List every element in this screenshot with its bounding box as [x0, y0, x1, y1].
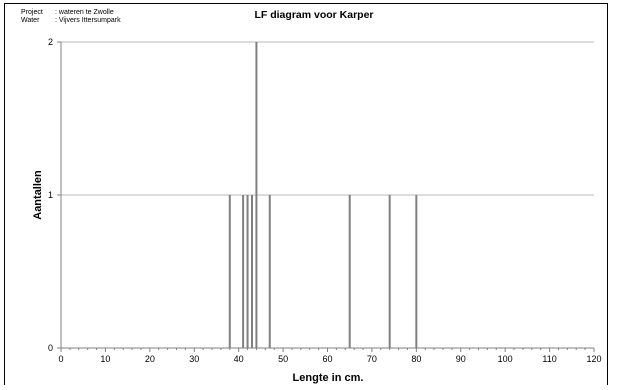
x-tick-label: 70 — [367, 354, 377, 364]
axes — [57, 41, 595, 352]
bar — [255, 42, 258, 348]
bar — [268, 195, 271, 348]
bar — [415, 195, 418, 348]
water-label: Water — [21, 17, 40, 24]
bars — [228, 42, 418, 348]
x-tick-label: 80 — [411, 354, 421, 364]
y-tick-label: 0 — [48, 343, 53, 353]
x-tick-label: 110 — [542, 354, 556, 364]
water-value: : Vijvers Ittersumpark — [55, 17, 121, 24]
tick-labels: 0 10 20 30 40 50 60 70 80 90 100 110 120 0 1 2 — [48, 37, 602, 364]
bar — [228, 195, 231, 348]
x-tick-label: 30 — [189, 354, 199, 364]
x-tick-label: 20 — [145, 354, 155, 364]
x-tick-label: 0 — [58, 354, 63, 364]
x-tick-label: 100 — [498, 354, 513, 364]
y-tick-label: 2 — [48, 37, 53, 47]
x-axis-label: Lengte in cm. — [293, 372, 364, 384]
grid-lines — [61, 41, 594, 196]
bar — [246, 195, 249, 348]
y-tick-label: 1 — [48, 190, 53, 200]
x-tick-label: 50 — [278, 354, 288, 364]
x-tick-label: 40 — [234, 354, 244, 364]
project-value: : wateren te Zwolle — [55, 9, 114, 16]
x-tick-label: 120 — [586, 354, 601, 364]
x-tick-label: 60 — [322, 354, 332, 364]
chart-title: LF diagram voor Karper — [254, 9, 373, 21]
bar — [250, 195, 253, 348]
project-label: Project — [21, 9, 43, 16]
y-axis-label: Aantallen — [32, 170, 44, 220]
x-tick-label: 90 — [456, 354, 466, 364]
bar — [242, 195, 245, 348]
chart-frame — [4, 3, 608, 385]
bar — [388, 195, 391, 348]
bar — [348, 195, 351, 348]
x-tick-label: 10 — [100, 354, 110, 364]
